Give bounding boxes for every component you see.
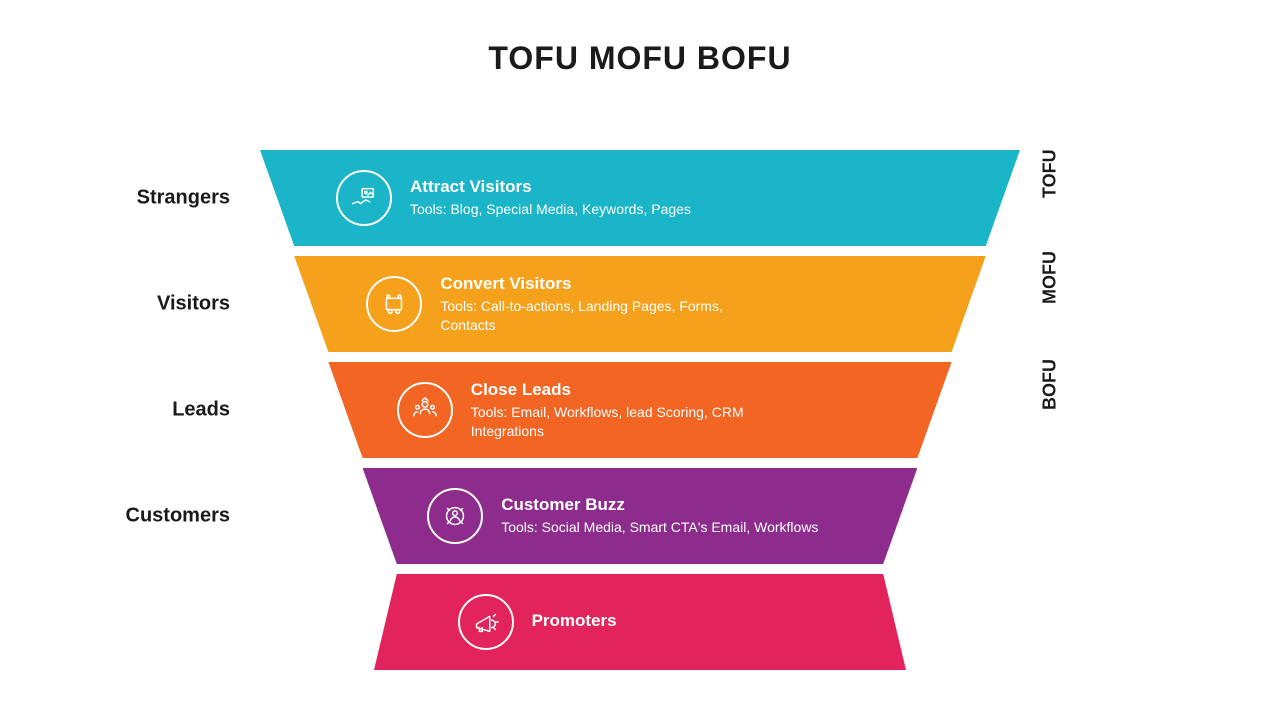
funnel-stage: Customers Customer BuzzTools: Social Med… <box>260 468 1020 564</box>
stage-left-label: Customers <box>126 505 230 528</box>
close-icon <box>397 382 453 438</box>
buzz-icon <box>427 488 483 544</box>
stage-content: Attract Visitors Tools: Blog, Special Med… <box>336 150 691 246</box>
stage-left-label: Leads <box>172 399 230 422</box>
attract-icon <box>336 170 392 226</box>
stage-text: Convert Visitors Tools: Call-to-actions, … <box>440 274 780 335</box>
page-title: TOFU MOFU BOFU <box>0 40 1280 77</box>
stage-right-label: BOFU <box>1040 359 1061 410</box>
stage-text: Promoters <box>532 611 617 634</box>
stage-content: Promoters <box>458 574 617 670</box>
funnel-stage: StrangersTOFU Attract VisitorsTools: Blo… <box>260 150 1020 246</box>
stage-text: Attract Visitors Tools: Blog, Special Med… <box>410 177 691 219</box>
stage-subtext: Tools: Email, Workflows, lead Scoring, C… <box>471 403 811 441</box>
stage-subtext: Tools: Call-to-actions, Landing Pages, F… <box>440 297 780 335</box>
stage-right-label: MOFU <box>1040 251 1061 304</box>
stage-text: Customer Buzz Tools: Social Media, Smart … <box>501 495 818 537</box>
stage-subtext: Tools: Blog, Special Media, Keywords, Pa… <box>410 200 691 219</box>
stage-content: Close Leads Tools: Email, Workflows, lead… <box>397 362 811 458</box>
funnel-stage: Promoters <box>260 574 1020 670</box>
stage-content: Customer Buzz Tools: Social Media, Smart … <box>427 468 818 564</box>
stage-header: Customer Buzz <box>501 495 818 515</box>
stage-header: Attract Visitors <box>410 177 691 197</box>
funnel-stage: LeadsBOFU Close LeadsTools: Email, Workf… <box>260 362 1020 458</box>
stage-left-label: Visitors <box>157 293 230 316</box>
stage-subtext: Tools: Social Media, Smart CTA's Email, … <box>501 518 818 537</box>
stage-content: Convert Visitors Tools: Call-to-actions, … <box>366 256 780 352</box>
stage-header: Close Leads <box>471 380 811 400</box>
funnel-stage: VisitorsMOFU Convert VisitorsTools: Call… <box>260 256 1020 352</box>
stage-header: Convert Visitors <box>440 274 780 294</box>
stage-left-label: Strangers <box>137 187 230 210</box>
stage-header: Promoters <box>532 611 617 631</box>
promote-icon <box>458 594 514 650</box>
funnel-container: StrangersTOFU Attract VisitorsTools: Blo… <box>260 150 1020 680</box>
stage-right-label: TOFU <box>1040 149 1061 198</box>
stage-text: Close Leads Tools: Email, Workflows, lead… <box>471 380 811 441</box>
convert-icon <box>366 276 422 332</box>
